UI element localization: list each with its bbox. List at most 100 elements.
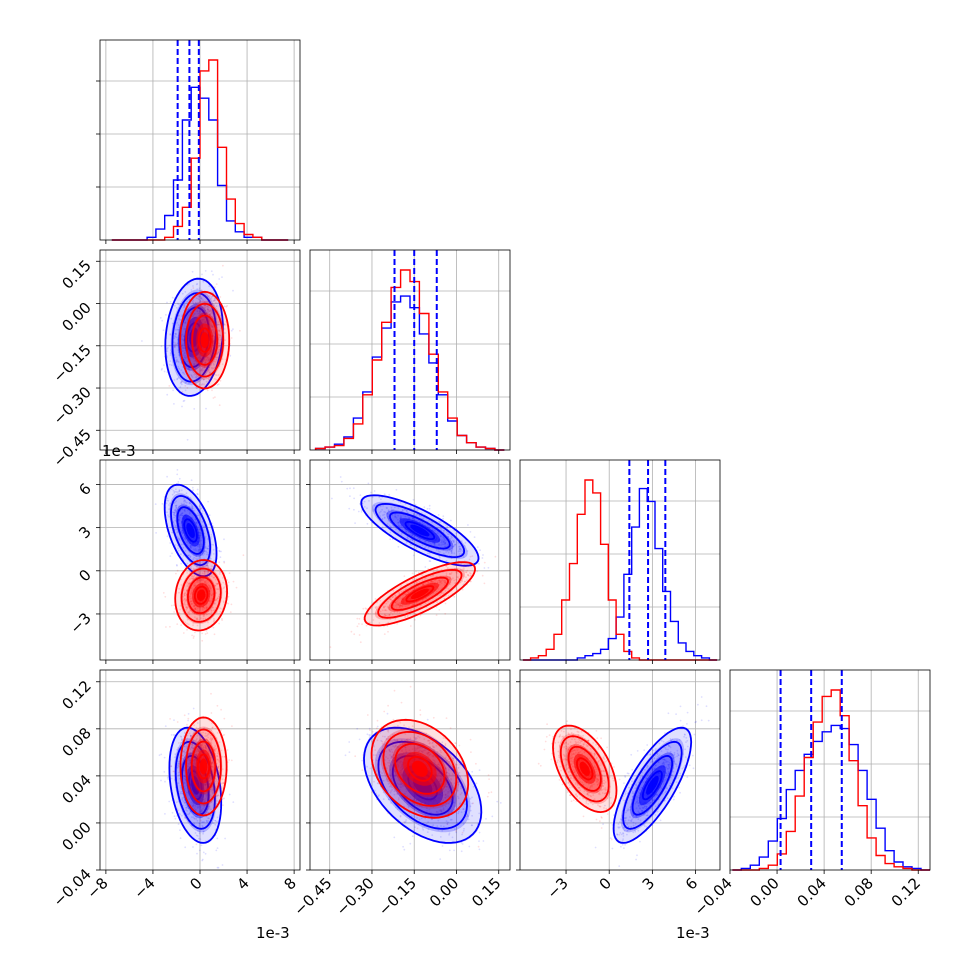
scatter-panel-1-2-red-contour-1 bbox=[377, 568, 463, 619]
x-tick-label-p0-1: −4 bbox=[130, 874, 158, 902]
scatter-panel-1-2-red-contour-3 bbox=[405, 585, 435, 603]
scatter-panel-1-3-red-contour-0 bbox=[370, 718, 470, 819]
scatter-panel-0-3-red-contour-1 bbox=[185, 728, 222, 805]
hist-panel-1-frame bbox=[309, 249, 511, 451]
x-tick-label-p3-1: 0.00 bbox=[747, 874, 783, 910]
y-tick-label-p3-4: 0.12 bbox=[58, 677, 94, 713]
x-tick-label-p1-2: −0.15 bbox=[375, 874, 420, 919]
scatter-panel-2-3-blue-contour-2 bbox=[631, 754, 674, 816]
scatter-panel-1-3-frame bbox=[309, 669, 511, 871]
scatter-panel-0-2-blue-density-4 bbox=[186, 523, 195, 538]
x-tick-label-p0-4: 8 bbox=[280, 874, 299, 893]
scatter-panel-0-2-red-density-4 bbox=[196, 589, 206, 601]
hist-panel-2-frame bbox=[519, 459, 721, 661]
y-tick-label-p3-2: 0.04 bbox=[58, 771, 94, 807]
scatter-panel-0-2-red-contour-1 bbox=[180, 567, 222, 623]
scatter-panel-0-3-plot-area bbox=[158, 692, 235, 869]
scatter-panel-0-2-plot-area bbox=[154, 469, 245, 642]
x-tick-label-p0-3: 4 bbox=[233, 874, 252, 893]
y-offset-label-p2: 1e-3 bbox=[102, 442, 136, 460]
scatter-panel-0-1-red-contour-0 bbox=[179, 290, 231, 390]
scatter-panel-1-2-blue-contour-2 bbox=[389, 511, 451, 550]
scatter-panel-0-2-frame bbox=[99, 459, 301, 661]
scatter-panel-1-3-red-contour-1 bbox=[382, 730, 458, 807]
y-tick-label-p3-3: 0.08 bbox=[58, 724, 94, 760]
scatter-panel-2-3-plot-area bbox=[537, 696, 710, 867]
scatter-panel-1-3-blue-contour-1 bbox=[377, 740, 468, 830]
scatter-panel-1-2-blue-contour-0 bbox=[360, 494, 480, 567]
scatter-panel-0-2-blue-contour-2 bbox=[176, 506, 205, 555]
scatter-panel-2-3-blue-contour-1 bbox=[622, 740, 683, 830]
scatter-panel-0-1-blue-contour-0 bbox=[164, 277, 224, 397]
hist-panel-3-hist-red bbox=[732, 689, 930, 871]
scatter-panel-1-2-blue-contour-1 bbox=[374, 502, 465, 559]
scatter-panel-1-2-blue-density-4 bbox=[410, 524, 430, 537]
scatter-panel-2-3-blue-density-4 bbox=[646, 775, 659, 795]
hist-panel-3-hist-blue bbox=[732, 724, 930, 871]
scatter-panel-0-3-frame bbox=[99, 669, 301, 871]
x-tick-label-p2-3: 6 bbox=[682, 874, 701, 893]
scatter-panel-0-1-red-density-4 bbox=[200, 332, 209, 348]
y-tick-label-p1-2: −0.15 bbox=[50, 341, 95, 386]
scatter-panel-1-3-blue-contour-0 bbox=[363, 726, 483, 844]
hist-panel-3-frame bbox=[729, 669, 931, 871]
x-tick-label-p3-3: 0.08 bbox=[841, 874, 877, 910]
scatter-panel-0-1-red-contour-1 bbox=[185, 302, 225, 378]
y-tick-label-p2-3: 6 bbox=[75, 480, 94, 499]
x-tick-label-p1-0: −0.45 bbox=[290, 874, 335, 919]
y-tick-label-p2-0: −3 bbox=[66, 609, 94, 637]
scatter-panel-1-2-red-density-4 bbox=[410, 588, 429, 599]
x-offset-label-p2: 1e-3 bbox=[676, 924, 710, 942]
x-tick-label-p1-3: 0.00 bbox=[426, 874, 462, 910]
scatter-panel-0-1-plot-area bbox=[141, 264, 241, 441]
scatter-panel-0-3-red-density-4 bbox=[199, 758, 208, 775]
scatter-panel-1-3-red-contour-2 bbox=[394, 742, 446, 795]
scatter-panel-0-3-red-contour-0 bbox=[179, 716, 228, 817]
scatter-panel-2-3-red-contour-3 bbox=[576, 757, 594, 781]
scatter-panel-1-3-blue-contour-2 bbox=[391, 754, 454, 816]
x-tick-label-p2-1: 0 bbox=[596, 874, 615, 893]
scatter-panel-0-2-red-contour-3 bbox=[193, 585, 209, 605]
scatter-panel-0-3-red-contour-3 bbox=[197, 753, 211, 780]
scatter-panel-1-3-red-density-4 bbox=[412, 760, 428, 777]
hist-panel-3-bg bbox=[730, 670, 930, 870]
x-tick-label-p2-0: −3 bbox=[543, 874, 571, 902]
hist-panel-1-hist-red bbox=[314, 269, 505, 451]
scatter-panel-1-3-plot-area bbox=[344, 685, 502, 860]
scatter-panel-1-2-frame bbox=[309, 459, 511, 661]
scatter-panel-0-1-red-contour-3 bbox=[197, 327, 212, 353]
y-tick-label-p1-1: −0.30 bbox=[50, 383, 95, 428]
y-tick-label-p2-1: 0 bbox=[75, 566, 94, 585]
scatter-panel-0-1-red-contour-2 bbox=[191, 314, 219, 366]
scatter-panel-2-3-red-contour-0 bbox=[552, 724, 618, 814]
scatter-panel-1-2-blue-contour-3 bbox=[404, 521, 436, 540]
x-tick-label-p0-2: 0 bbox=[186, 874, 205, 893]
y-tick-label-p2-2: 3 bbox=[75, 523, 94, 542]
scatter-panel-0-2-red-contour-0 bbox=[174, 559, 229, 632]
x-tick-label-p3-0: −0.04 bbox=[691, 874, 736, 919]
hist-panel-1-bg bbox=[310, 250, 510, 450]
scatter-panel-2-3-frame bbox=[519, 669, 721, 871]
hist-panel-0-frame bbox=[99, 39, 301, 241]
y-tick-label-p3-1: 0.00 bbox=[58, 818, 94, 854]
scatter-panel-0-3-red-contour-2 bbox=[190, 740, 217, 793]
x-tick-label-p3-2: 0.04 bbox=[794, 874, 830, 910]
x-tick-label-p2-2: 3 bbox=[639, 874, 658, 893]
scatter-panel-0-2-red-contour-2 bbox=[186, 576, 216, 615]
scatter-panel-1-2-red-contour-2 bbox=[390, 576, 449, 611]
scatter-panel-2-3-blue-contour-0 bbox=[612, 726, 693, 844]
scatter-panel-2-3-blue-contour-3 bbox=[642, 770, 663, 801]
y-tick-label-p1-4: 0.15 bbox=[58, 256, 94, 292]
scatter-panel-1-2-plot-area bbox=[329, 476, 497, 648]
scatter-panel-1-2-red-contour-0 bbox=[363, 561, 476, 627]
scatter-panel-2-3-bg bbox=[520, 670, 720, 870]
x-tick-label-p1-4: 0.15 bbox=[468, 874, 504, 910]
y-tick-label-p1-0: −0.45 bbox=[50, 425, 95, 470]
x-tick-label-p3-4: 0.12 bbox=[888, 874, 924, 910]
scatter-panel-0-1-frame bbox=[99, 249, 301, 451]
scatter-panel-2-3-red-contour-1 bbox=[559, 735, 610, 803]
x-tick-label-p1-1: −0.30 bbox=[333, 874, 378, 919]
scatter-panel-1-3-red-contour-3 bbox=[407, 755, 433, 782]
scatter-panel-2-3-red-density-4 bbox=[579, 761, 590, 776]
scatter-panel-0-3-blue-contour-0 bbox=[168, 726, 223, 844]
